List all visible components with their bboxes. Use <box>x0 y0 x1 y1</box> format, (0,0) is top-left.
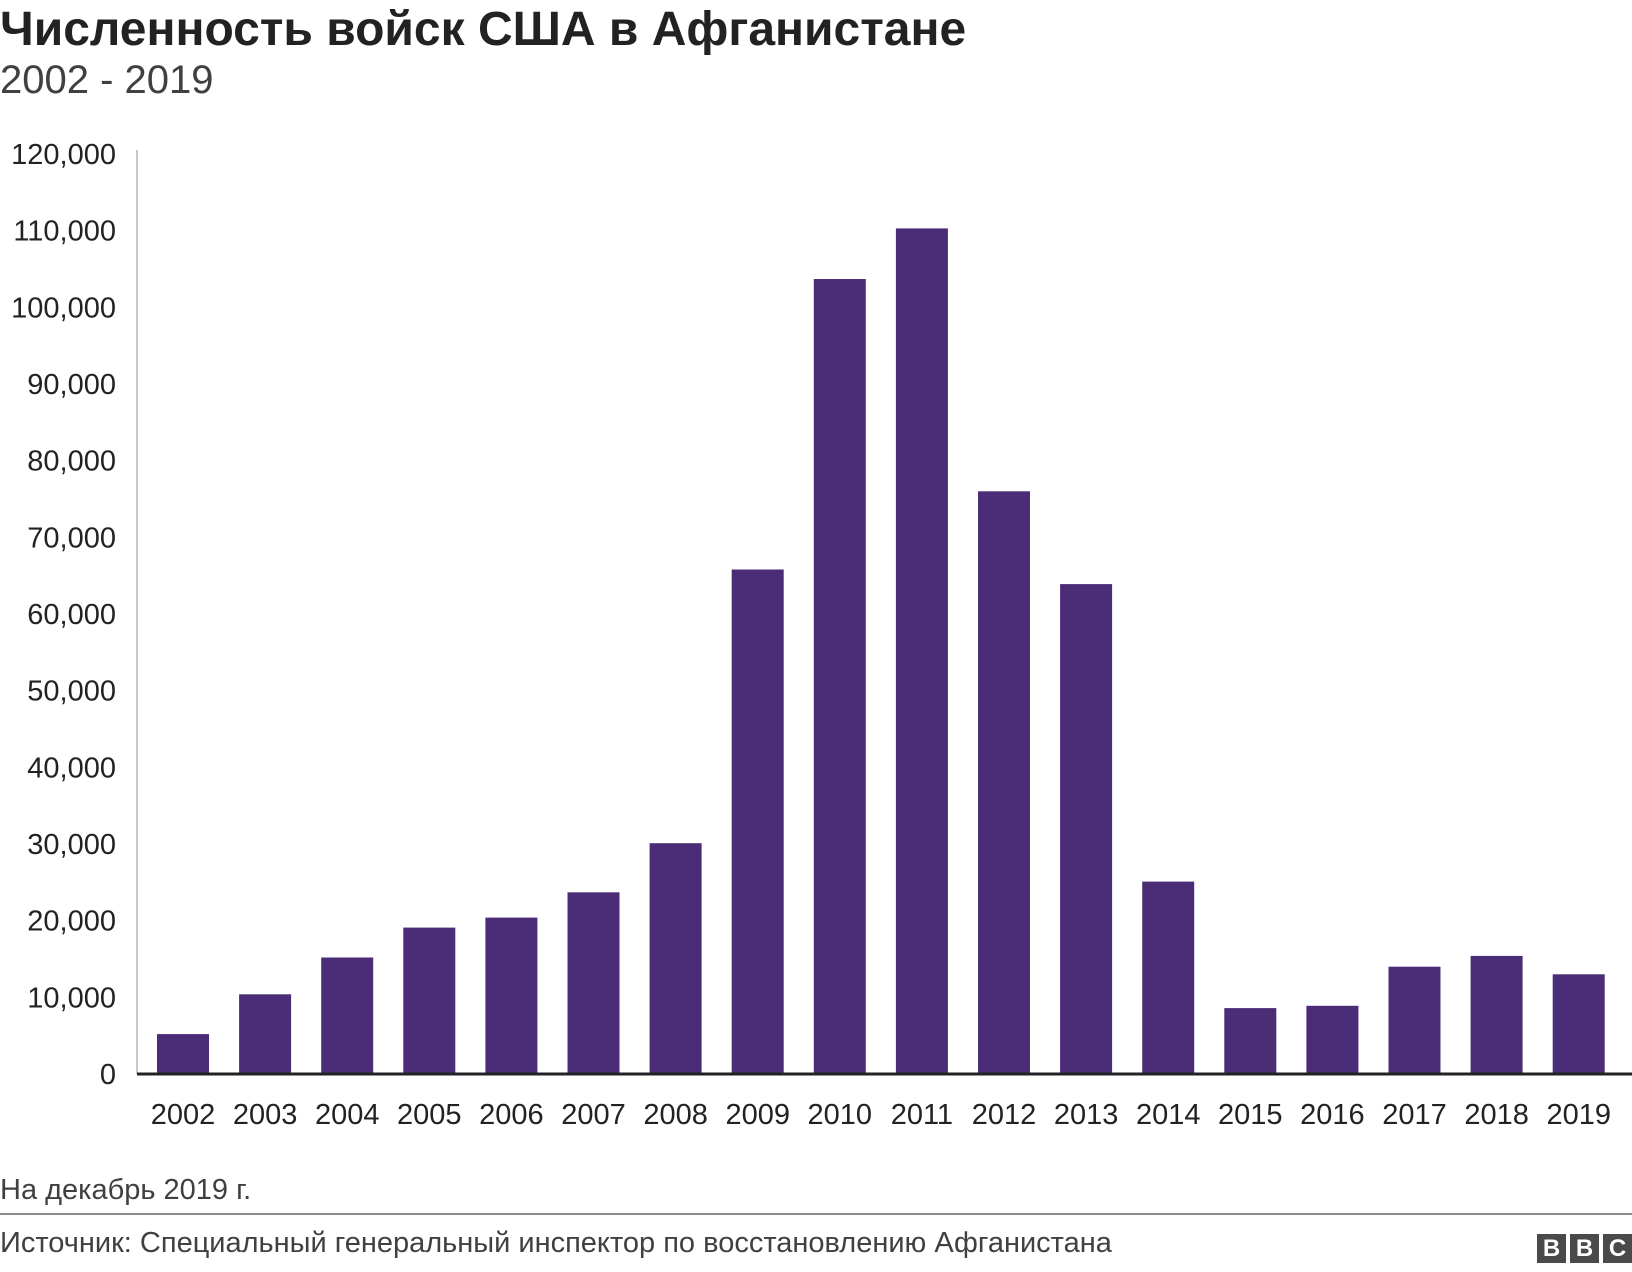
source-text: Источник: Специальный генеральный инспек… <box>0 1227 1112 1259</box>
bar-2019 <box>1552 974 1605 1074</box>
x-tick-label: 2014 <box>1136 1099 1201 1131</box>
bar-2016 <box>1306 1005 1359 1074</box>
x-tick-label: 2012 <box>972 1099 1037 1131</box>
y-tick-label: 60,000 <box>27 599 116 631</box>
x-axis-ticks: 2002 2003 2004 2005 2006 2007 2008 2009 2010 2011… <box>151 1099 1611 1131</box>
y-tick-label: 30,000 <box>27 829 116 861</box>
x-tick-label: 2015 <box>1218 1099 1283 1131</box>
y-tick-label: 90,000 <box>27 369 116 401</box>
y-tick-label: 20,000 <box>27 906 116 938</box>
bar-2013 <box>1060 584 1113 1074</box>
bar-2003 <box>239 994 292 1074</box>
y-tick-label: 0 <box>100 1059 116 1091</box>
bar-2005 <box>403 927 456 1074</box>
y-tick-label: 100,000 <box>11 292 116 324</box>
x-tick-label: 2002 <box>151 1099 216 1131</box>
chart-note: На декабрь 2019 г. <box>0 1174 252 1206</box>
x-tick-label: 2019 <box>1546 1099 1611 1131</box>
y-axis-ticks: 0 10,000 20,000 30,000 40,000 50,000 60,000 70,… <box>11 139 116 1091</box>
bar-2006 <box>485 917 538 1074</box>
bar-2015 <box>1224 1008 1277 1074</box>
logo-letter: B <box>1570 1234 1599 1263</box>
logo-letter: B <box>1537 1234 1566 1263</box>
x-tick-label: 2003 <box>233 1099 298 1131</box>
y-tick-label: 120,000 <box>11 139 116 171</box>
bar-chart: 0 10,000 20,000 30,000 40,000 50,000 60,000 70,… <box>11 139 1632 1131</box>
bar-2009 <box>731 569 784 1074</box>
bars <box>157 228 1605 1074</box>
x-tick-label: 2005 <box>397 1099 462 1131</box>
bar-2010 <box>813 279 866 1074</box>
x-tick-label: 2017 <box>1382 1099 1447 1131</box>
logo-letter: C <box>1603 1234 1632 1263</box>
y-tick-label: 110,000 <box>13 216 116 248</box>
x-tick-label: 2004 <box>315 1099 380 1131</box>
y-tick-label: 70,000 <box>27 522 116 554</box>
x-tick-label: 2008 <box>643 1099 708 1131</box>
bbc-logo: B B C <box>1537 1234 1632 1263</box>
bar-2008 <box>649 843 702 1074</box>
bar-2018 <box>1470 955 1523 1074</box>
x-tick-label: 2016 <box>1300 1099 1365 1131</box>
x-tick-label: 2006 <box>479 1099 544 1131</box>
x-tick-label: 2009 <box>725 1099 790 1131</box>
y-tick-label: 10,000 <box>27 982 116 1014</box>
bar-2017 <box>1388 966 1441 1074</box>
x-tick-label: 2007 <box>561 1099 626 1131</box>
chart-subtitle: 2002 - 2019 <box>0 58 214 102</box>
bar-2012 <box>978 491 1030 1074</box>
y-tick-label: 50,000 <box>27 676 116 708</box>
y-tick-label: 80,000 <box>27 446 116 478</box>
bar-2007 <box>567 892 620 1074</box>
bar-2011 <box>895 228 948 1074</box>
bar-2004 <box>321 957 374 1074</box>
footer-divider <box>0 1213 1632 1215</box>
chart-title: Численность войск США в Афганистане <box>0 3 967 56</box>
x-tick-label: 2011 <box>891 1099 953 1131</box>
x-tick-label: 2013 <box>1054 1099 1119 1131</box>
x-tick-label: 2018 <box>1464 1099 1529 1131</box>
x-tick-label: 2010 <box>808 1099 873 1131</box>
y-tick-label: 40,000 <box>27 752 116 784</box>
bar-2002 <box>157 1034 209 1074</box>
bar-2014 <box>1142 881 1195 1074</box>
